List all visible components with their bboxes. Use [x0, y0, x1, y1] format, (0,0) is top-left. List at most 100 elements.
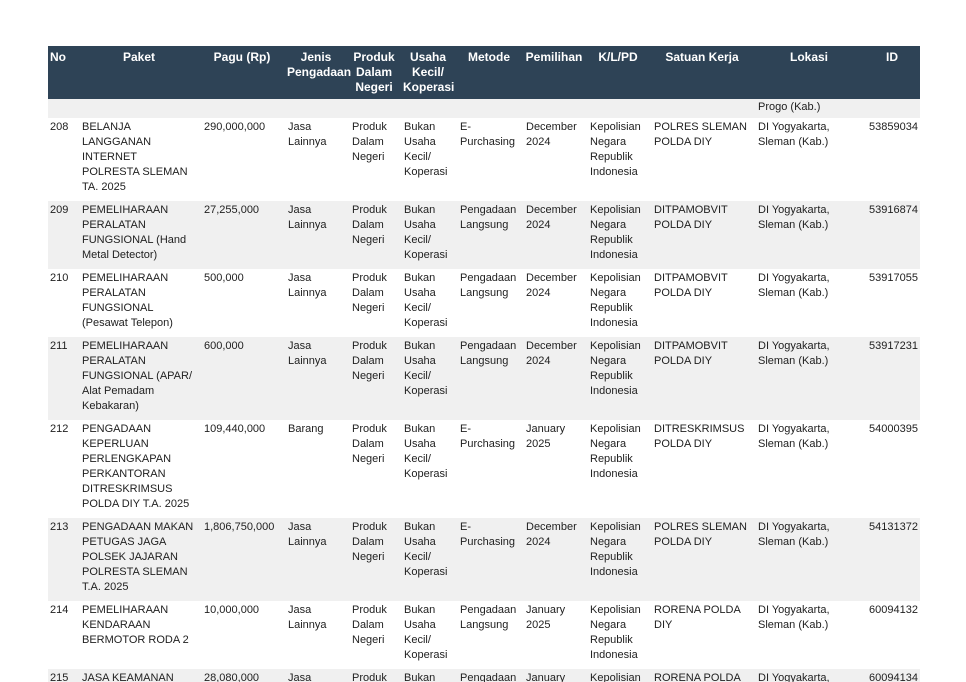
cell-pemilihan: December 2024	[526, 121, 577, 148]
column-header-id: ID	[864, 46, 920, 99]
cell-id	[864, 99, 920, 118]
cell-pagu: 600,000	[204, 340, 244, 352]
column-header-pagu: Pagu (Rp)	[200, 46, 284, 99]
cell-metode: E-Purchasing	[460, 521, 516, 548]
cell-pagu: 27,255,000	[204, 204, 260, 216]
cell-no: 209	[50, 204, 69, 216]
table-row: 214 PEMELIHARAAN KENDARAAN BERMOTOR RODA …	[48, 601, 920, 669]
cell-klpd: Kepolisian Negara Republik Indonesia	[590, 340, 641, 397]
cell-jenis: Jasa Lainnya	[288, 272, 327, 299]
cell-jenis: Barang	[288, 423, 324, 435]
cell-lokasi: DI Yogyakarta, Sleman (Kab.)	[758, 121, 830, 148]
cell-paket: JASA KEAMANAN DAN KEBERSIHAN	[82, 672, 174, 682]
cell-pemilihan: January 2025	[526, 604, 566, 631]
cell-produk: Produk Dalam Negeri	[352, 204, 387, 246]
cell-id: 53859034	[869, 121, 918, 133]
column-header-pemilihan: Pemilihan	[522, 46, 586, 99]
cell-no: 210	[50, 272, 69, 284]
cell-metode: E-Purchasing	[460, 423, 516, 450]
cell-klpd: Kepolisian Negara Republik Indonesia	[590, 423, 641, 480]
cell-jenis: Jasa Lainnya	[288, 521, 327, 548]
cell-lokasi: DI Yogyakarta, Sleman (Kab.)	[758, 423, 830, 450]
cell-metode: Pengadaan Langsung	[460, 672, 517, 682]
cell-lokasi: DI Yogyakarta, Sleman (Kab.)	[758, 521, 830, 548]
cell-produk: Produk Dalam Negeri	[352, 423, 387, 465]
cell-pagu: 10,000,000	[204, 604, 260, 616]
cell-no: 215	[50, 672, 69, 682]
cell-jenis: Jasa Lainnya	[288, 672, 312, 682]
cell-id: 60094132	[869, 604, 918, 616]
cell-usaha: Bukan Usaha Kecil/ Koperasi	[404, 204, 448, 261]
cell-produk: Produk Dalam Negeri	[352, 121, 387, 163]
cell-jenis	[284, 99, 348, 118]
cell-lokasi: DI Yogyakarta, Sleman (Kab.)	[758, 672, 830, 682]
column-header-jenis: Jenis Pengadaan	[284, 46, 351, 99]
cell-satuan: RORENA POLDA DIY	[654, 672, 741, 682]
cell-produk: Produk Dalam Negeri	[352, 272, 387, 314]
cell-pagu: 500,000	[204, 272, 244, 284]
cell-klpd: Kepolisian Negara Republik	[590, 672, 641, 682]
cell-usaha: Bukan Usaha Kecil/ Koperasi	[404, 121, 448, 178]
cell-lokasi: Progo (Kab.)	[758, 101, 821, 113]
cell-pagu: 109,440,000	[204, 423, 266, 435]
column-header-klpd: K/L/PD	[586, 46, 650, 99]
procurement-table: No Paket Pagu (Rp) Jenis Pengadaan Produk Da…	[48, 46, 920, 682]
table-row: 212 PENGADAAN KEPERLUAN PERLENGKAPAN PERK…	[48, 420, 920, 518]
cell-pagu: 290,000,000	[204, 121, 266, 133]
cell-paket: PEMELIHARAAN PERALATAN FUNGSIONAL (APAR/…	[82, 340, 193, 412]
cell-klpd: Kepolisian Negara Republik Indonesia	[590, 521, 641, 578]
table-row: 208 BELANJA LANGGANAN INTERNET POLRESTA S…	[48, 118, 920, 201]
table-row: 213 PENGADAAN MAKAN PETUGAS JAGA POLSEK J…	[48, 518, 920, 601]
cell-produk	[348, 99, 400, 118]
cell-pagu	[200, 99, 284, 118]
cell-jenis: Jasa Lainnya	[288, 204, 327, 231]
cell-usaha: Bukan Usaha Kecil/ Koperasi	[404, 521, 448, 578]
cell-usaha: Bukan Usaha Kecil/ Koperasi	[404, 604, 448, 661]
cell-paket: BELANJA LANGGANAN INTERNET POLRESTA SLEM…	[82, 121, 188, 193]
cell-id: 60094134	[869, 672, 918, 682]
cell-lokasi: DI Yogyakarta, Sleman (Kab.)	[758, 204, 830, 231]
cell-satuan	[650, 99, 754, 118]
cell-no: 213	[50, 521, 69, 533]
column-header-lokasi: Lokasi	[754, 46, 864, 99]
cell-metode	[456, 99, 522, 118]
table-row: 210 PEMELIHARAAN PERALATAN FUNGSIONAL (Pe…	[48, 269, 920, 337]
procurement-table-container: No Paket Pagu (Rp) Jenis Pengadaan Produk Da…	[48, 46, 920, 682]
cell-satuan: RORENA POLDA DIY	[654, 604, 741, 631]
cell-satuan: DITPAMOBVIT POLDA DIY	[654, 204, 728, 231]
column-header-no: No	[48, 46, 78, 99]
cell-lokasi: DI Yogyakarta, Sleman (Kab.)	[758, 604, 830, 631]
cell-id: 53917231	[869, 340, 918, 352]
cell-paket: PEMELIHARAAN KENDARAAN BERMOTOR RODA 2	[82, 604, 189, 646]
cell-produk: Produk Dalam Negeri	[352, 521, 387, 563]
partial-row-continuation: Progo (Kab.)	[48, 99, 920, 118]
cell-no: 208	[50, 121, 69, 133]
cell-pemilihan: December 2024	[526, 272, 577, 299]
cell-pemilihan: January 2025	[526, 423, 566, 450]
cell-klpd: Kepolisian Negara Republik Indonesia	[590, 272, 641, 329]
cell-no: 212	[50, 423, 69, 435]
cell-pemilihan: December 2024	[526, 204, 577, 231]
cell-produk: Produk Dalam Negeri	[352, 672, 387, 682]
cell-satuan: POLRES SLEMAN POLDA DIY	[654, 521, 747, 548]
column-header-satuan: Satuan Kerja	[650, 46, 754, 99]
table-body: Progo (Kab.) 208 BELANJA LANGGANAN INTERNE…	[48, 99, 920, 682]
cell-usaha: Bukan Usaha Kecil/ Koperasi	[404, 272, 448, 329]
cell-no	[48, 99, 78, 118]
cell-satuan: DITPAMOBVIT POLDA DIY	[654, 340, 728, 367]
cell-usaha: Bukan Usaha Kecil/ Koperasi	[404, 423, 448, 480]
cell-pemilihan	[522, 99, 586, 118]
cell-id: 54000395	[869, 423, 918, 435]
cell-paket: PEMELIHARAAN PERALATAN FUNGSIONAL (Hand …	[82, 204, 187, 261]
cell-satuan: POLRES SLEMAN POLDA DIY	[654, 121, 747, 148]
cell-pemilihan: December 2024	[526, 340, 577, 367]
cell-lokasi: DI Yogyakarta, Sleman (Kab.)	[758, 340, 830, 367]
cell-lokasi: DI Yogyakarta, Sleman (Kab.)	[758, 272, 830, 299]
cell-paket	[78, 99, 200, 118]
cell-pagu: 1,806,750,000	[204, 521, 275, 533]
cell-usaha: Bukan Usaha Kecil/	[404, 672, 436, 682]
cell-usaha: Bukan Usaha Kecil/ Koperasi	[404, 340, 448, 397]
cell-paket: PEMELIHARAAN PERALATAN FUNGSIONAL (Pesaw…	[82, 272, 173, 329]
cell-metode: Pengadaan Langsung	[460, 604, 517, 631]
